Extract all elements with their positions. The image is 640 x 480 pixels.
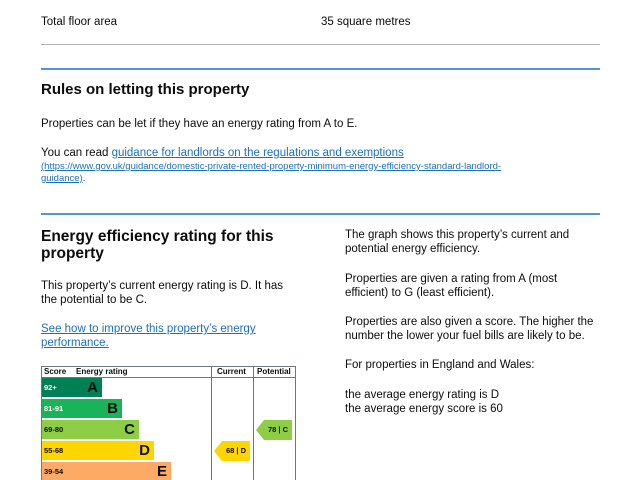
band-score-label: 81-91: [44, 404, 64, 413]
rating-band-b: 81-91 B: [42, 399, 122, 418]
guidance-prefix: You can read: [41, 147, 112, 159]
score-description: Properties are also given a score. The h…: [345, 315, 593, 343]
header-current: Current: [217, 367, 246, 376]
floor-area-label: Total floor area: [41, 16, 118, 28]
energy-rating-graph: Score Energy rating Current Potential 92…: [41, 366, 296, 480]
current-rating-line-2: the potential to be C.: [41, 294, 148, 306]
efficiency-heading-line-1: Energy efficiency rating for this: [41, 228, 274, 245]
average-values: the average energy rating is D the avera…: [345, 388, 503, 416]
graph-column-rule: [253, 366, 254, 480]
band-score-label: 39-54: [44, 467, 64, 476]
rating-band-d: 55-68 D: [42, 441, 154, 460]
efficiency-heading-line-2: property: [41, 245, 104, 262]
score-description-line-1: Properties are also given a score. The h…: [345, 316, 594, 328]
average-score: the average energy score is 60: [345, 403, 503, 415]
guidance-url-suffix: .: [82, 173, 86, 184]
rating-band-e: 39-54 E: [42, 462, 171, 480]
section-divider: [41, 213, 600, 215]
graph-description-line-2: potential energy efficiency.: [345, 243, 481, 255]
improve-link-line-1[interactable]: See how to improve this property’s energ…: [41, 323, 256, 335]
current-rating-arrow: 68 | D: [214, 441, 250, 461]
rating-description: Properties are given a rating from A (mo…: [345, 272, 557, 300]
graph-column-rule: [211, 366, 212, 480]
letting-heading: Rules on letting this property: [41, 81, 250, 98]
band-letter: B: [107, 400, 118, 417]
rating-band-c: 69-80 C: [42, 420, 139, 439]
guidance-link[interactable]: guidance for landlords on the regulation…: [111, 147, 404, 159]
graph-description-line-1: The graph shows this property’s current …: [345, 229, 570, 241]
rating-description-line-2: efficient) to G (least efficient).: [345, 287, 495, 299]
score-description-line-2: number the lower your fuel bills are lik…: [345, 330, 585, 342]
improve-link-line-2[interactable]: performance.: [41, 337, 109, 349]
guidance-url-link-1[interactable]: (https://www.gov.uk/guidance/domestic-pr…: [41, 161, 502, 172]
efficiency-heading: Energy efficiency rating for this proper…: [41, 228, 274, 262]
rating-description-line-1: Properties are given a rating from A (mo…: [345, 273, 558, 285]
letting-paragraph: Properties can be let if they have an en…: [41, 118, 358, 130]
header-score: Score: [44, 367, 67, 376]
guidance-url-link-2[interactable]: guidance): [41, 173, 83, 184]
band-letter: E: [156, 463, 167, 480]
guidance-paragraph: You can read guidance for landlords on t…: [41, 146, 601, 160]
header-energy-rating: Energy rating: [76, 367, 128, 376]
section-divider: [41, 68, 600, 70]
graph-description: The graph shows this property’s current …: [345, 228, 569, 256]
guidance-url: (https://www.gov.uk/guidance/domestic-pr…: [41, 161, 601, 185]
region-note: For properties in England and Wales:: [345, 359, 535, 371]
band-score-label: 92+: [44, 383, 57, 392]
floor-area-value: 35 square metres: [321, 16, 411, 28]
band-score-label: 55-68: [44, 446, 64, 455]
band-letter: A: [87, 379, 98, 396]
improve-link-block: See how to improve this property’s energ…: [41, 322, 256, 350]
rating-band-a: 92+ A: [42, 378, 102, 397]
graph-header-rule: [41, 377, 296, 378]
average-rating: the average energy rating is D: [345, 389, 500, 401]
potential-rating-arrow: 78 | C: [256, 420, 292, 440]
band-score-label: 69-80: [44, 425, 64, 434]
band-letter: C: [124, 421, 135, 438]
band-letter: D: [139, 442, 150, 459]
current-rating-line-1: This property’s current energy rating is…: [41, 280, 284, 292]
divider: [41, 44, 600, 45]
header-potential: Potential: [257, 367, 291, 376]
current-rating-text: This property’s current energy rating is…: [41, 279, 283, 307]
graph-frame: [41, 366, 296, 480]
